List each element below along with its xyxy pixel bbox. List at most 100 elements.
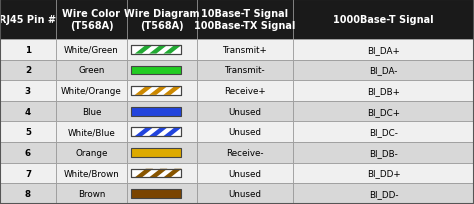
Bar bbox=[131, 66, 182, 75]
Text: Receive+: Receive+ bbox=[224, 87, 265, 96]
Text: Wire Diagram
(T568A): Wire Diagram (T568A) bbox=[124, 9, 200, 31]
Text: 6: 6 bbox=[25, 148, 31, 157]
Text: BI_DA-: BI_DA- bbox=[369, 66, 398, 75]
Bar bbox=[293, 163, 474, 183]
Text: Receive-: Receive- bbox=[226, 148, 264, 157]
Bar bbox=[127, 163, 197, 183]
Bar bbox=[56, 81, 127, 101]
Text: Brown: Brown bbox=[78, 189, 105, 198]
Polygon shape bbox=[149, 128, 167, 136]
Text: 2: 2 bbox=[25, 66, 31, 75]
Bar bbox=[131, 169, 182, 177]
Bar bbox=[293, 81, 474, 101]
Polygon shape bbox=[149, 87, 167, 95]
Bar bbox=[0, 163, 56, 183]
Bar bbox=[131, 87, 182, 95]
Bar bbox=[131, 148, 182, 157]
Polygon shape bbox=[149, 46, 167, 54]
Text: White/Green: White/Green bbox=[64, 45, 119, 54]
Text: BI_DA+: BI_DA+ bbox=[367, 45, 400, 54]
Polygon shape bbox=[135, 87, 153, 95]
Text: BI_DD-: BI_DD- bbox=[369, 189, 398, 198]
Bar bbox=[197, 122, 293, 142]
Bar bbox=[293, 60, 474, 81]
Text: Unused: Unused bbox=[228, 169, 261, 178]
Polygon shape bbox=[135, 128, 153, 136]
Bar bbox=[56, 142, 127, 163]
Bar bbox=[127, 142, 197, 163]
Bar bbox=[197, 60, 293, 81]
Text: BI_DD+: BI_DD+ bbox=[367, 169, 400, 178]
Bar bbox=[293, 183, 474, 204]
Bar bbox=[197, 163, 293, 183]
Bar bbox=[131, 169, 182, 177]
Text: Orange: Orange bbox=[75, 148, 108, 157]
Bar bbox=[131, 190, 182, 198]
Bar bbox=[56, 101, 127, 122]
Text: Wire Color
(T568A): Wire Color (T568A) bbox=[63, 9, 120, 31]
Text: RJ45 Pin #: RJ45 Pin # bbox=[0, 15, 56, 25]
Polygon shape bbox=[164, 87, 182, 95]
Bar bbox=[0, 101, 56, 122]
Text: BI_DB+: BI_DB+ bbox=[367, 87, 400, 96]
Text: White/Orange: White/Orange bbox=[61, 87, 122, 96]
Bar bbox=[127, 0, 197, 40]
Bar bbox=[197, 183, 293, 204]
Bar bbox=[56, 40, 127, 60]
Text: 4: 4 bbox=[25, 107, 31, 116]
Bar bbox=[131, 107, 182, 116]
Text: Unused: Unused bbox=[228, 189, 261, 198]
Polygon shape bbox=[164, 128, 182, 136]
Text: Transmit+: Transmit+ bbox=[222, 45, 267, 54]
Text: Unused: Unused bbox=[228, 107, 261, 116]
Text: BI_DB-: BI_DB- bbox=[369, 148, 398, 157]
Text: White/Brown: White/Brown bbox=[64, 169, 119, 178]
Bar bbox=[0, 81, 56, 101]
Bar bbox=[293, 40, 474, 60]
Bar bbox=[127, 101, 197, 122]
Polygon shape bbox=[135, 169, 153, 177]
Polygon shape bbox=[149, 169, 167, 177]
Bar bbox=[293, 122, 474, 142]
Bar bbox=[0, 0, 56, 40]
Bar bbox=[131, 46, 182, 54]
Text: Blue: Blue bbox=[82, 107, 101, 116]
Bar bbox=[197, 142, 293, 163]
Bar bbox=[0, 40, 56, 60]
Text: 8: 8 bbox=[25, 189, 31, 198]
Bar bbox=[127, 183, 197, 204]
Text: 5: 5 bbox=[25, 128, 31, 137]
Bar bbox=[131, 128, 182, 136]
Text: 3: 3 bbox=[25, 87, 31, 96]
Text: BI_DC+: BI_DC+ bbox=[367, 107, 400, 116]
Bar bbox=[0, 183, 56, 204]
Bar bbox=[293, 0, 474, 40]
Bar bbox=[0, 142, 56, 163]
Polygon shape bbox=[135, 46, 153, 54]
Text: White/Blue: White/Blue bbox=[68, 128, 115, 137]
Bar bbox=[0, 122, 56, 142]
Text: Unused: Unused bbox=[228, 128, 261, 137]
Text: Green: Green bbox=[78, 66, 105, 75]
Text: 10Base-T Signal
100Base-TX Signal: 10Base-T Signal 100Base-TX Signal bbox=[194, 9, 295, 31]
Bar bbox=[127, 81, 197, 101]
Bar bbox=[131, 87, 182, 95]
Bar bbox=[127, 40, 197, 60]
Bar bbox=[56, 163, 127, 183]
Bar bbox=[197, 81, 293, 101]
Text: BI_DC-: BI_DC- bbox=[369, 128, 398, 137]
Bar bbox=[0, 60, 56, 81]
Bar bbox=[56, 122, 127, 142]
Bar bbox=[131, 46, 182, 54]
Polygon shape bbox=[164, 169, 182, 177]
Bar bbox=[127, 122, 197, 142]
Text: 1: 1 bbox=[25, 45, 31, 54]
Bar bbox=[293, 142, 474, 163]
Bar bbox=[127, 60, 197, 81]
Bar bbox=[293, 101, 474, 122]
Bar bbox=[197, 40, 293, 60]
Bar bbox=[131, 128, 182, 136]
Text: 1000Base-T Signal: 1000Base-T Signal bbox=[333, 15, 434, 25]
Text: 7: 7 bbox=[25, 169, 31, 178]
Text: Transmit-: Transmit- bbox=[225, 66, 265, 75]
